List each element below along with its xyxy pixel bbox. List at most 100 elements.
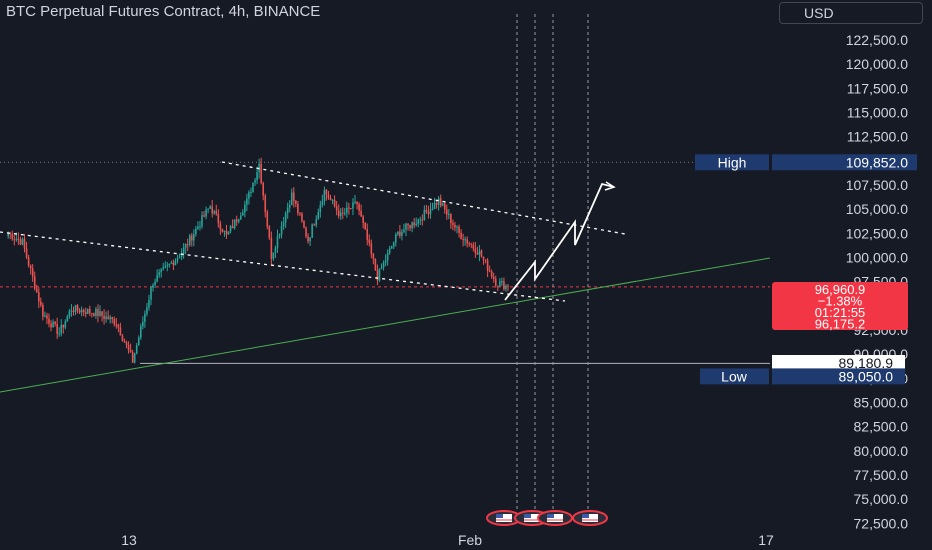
high-label-badge [695, 154, 769, 171]
candle-body [270, 237, 273, 259]
last-price-line-text: 01:21:55 [815, 305, 866, 320]
candle-body [356, 201, 358, 205]
currency-selector[interactable]: USD [779, 2, 923, 24]
candle-body [21, 238, 24, 245]
event-flag-body [496, 514, 512, 522]
candle-body [223, 230, 226, 232]
candle-body [407, 223, 409, 226]
candle-body [507, 285, 509, 287]
candle-body [197, 226, 199, 229]
candle-body [486, 260, 489, 271]
candle-body [54, 321, 56, 325]
candle-body [386, 252, 389, 261]
candle-body [117, 324, 120, 328]
candle-body [346, 207, 348, 213]
candle-body [319, 204, 322, 213]
low-label-text: Low [721, 368, 748, 384]
candle-body [188, 235, 191, 245]
candle-body [293, 192, 295, 201]
candle-body [168, 263, 171, 266]
projection-arrowhead [604, 181, 616, 191]
candle-body [295, 200, 297, 204]
candle-body [341, 212, 344, 214]
candle-body [170, 262, 173, 264]
y-axis-tick-label: 85,000.0 [854, 395, 909, 411]
candle-body [311, 224, 313, 238]
candle-body [115, 324, 118, 326]
us-flag-icon[interactable] [572, 510, 608, 526]
event-flag-canton [547, 514, 554, 518]
y-axis-tick-label: 100,000.0 [846, 250, 908, 266]
candle-body [248, 192, 250, 199]
candle-body [397, 231, 399, 235]
event-flag-canton [524, 514, 531, 518]
candle-body [182, 247, 185, 254]
candle-body [466, 239, 468, 244]
candle-body [505, 285, 507, 290]
candle-body [40, 301, 42, 305]
us-flag-icon[interactable] [537, 510, 573, 526]
candle-body [403, 229, 405, 232]
candle-body [309, 237, 311, 242]
high-value-badge [772, 154, 917, 171]
y-axis-tick-label: 120,000.0 [846, 56, 908, 72]
candle-body [431, 209, 434, 211]
candle-body [131, 352, 134, 363]
candle-body [250, 191, 252, 193]
candle-body [199, 226, 201, 228]
candle-body [93, 313, 95, 316]
candle-body [78, 310, 81, 313]
candle-body [266, 212, 269, 227]
crosshair-price-text: 89,180.9 [839, 355, 894, 371]
candle-body [348, 207, 350, 209]
candle-body [38, 292, 40, 302]
candle-body [235, 219, 238, 222]
candle-body [388, 248, 391, 253]
candle-body [205, 209, 207, 217]
candle-body [441, 203, 444, 206]
candle-body [227, 231, 230, 235]
candle-body [172, 262, 175, 266]
candle-body [146, 307, 148, 314]
y-axis-tick-label: 115,000.0 [847, 105, 908, 121]
candle-body [60, 324, 63, 334]
candle-body [111, 317, 114, 320]
candle-body [97, 308, 99, 316]
candle-body [44, 315, 46, 317]
candle-body [156, 275, 158, 282]
candle-body [419, 219, 422, 221]
candle-body [315, 219, 318, 226]
candle-body [25, 248, 28, 258]
candle-body [372, 253, 375, 260]
candle-body [23, 238, 26, 249]
candle-body [470, 243, 473, 245]
candle-body [142, 321, 144, 327]
candle-body [276, 236, 279, 248]
candle-body [72, 310, 75, 312]
candle-body [233, 219, 236, 229]
candle-body [337, 210, 340, 217]
candle-body [278, 234, 281, 237]
channel-lower-line [0, 231, 566, 302]
candle-body [476, 252, 479, 255]
candle-body [31, 268, 34, 277]
candle-body [305, 227, 307, 237]
candle-body [323, 189, 326, 202]
candle-body [468, 243, 471, 245]
candle-body [413, 222, 415, 226]
candle-body [50, 323, 52, 328]
candle-body [376, 270, 379, 281]
candle-body [219, 223, 222, 230]
candle-body [66, 316, 69, 322]
candle-body [42, 304, 44, 317]
candle-body [435, 202, 438, 205]
y-axis-tick-label: 80,000.0 [854, 443, 909, 459]
candle-body [358, 204, 360, 211]
candle-body [290, 192, 293, 206]
candle-body [339, 212, 342, 217]
candle-body [193, 234, 195, 241]
event-flag-canton [496, 514, 503, 518]
candle-body [252, 182, 254, 192]
candle-body [13, 239, 16, 241]
